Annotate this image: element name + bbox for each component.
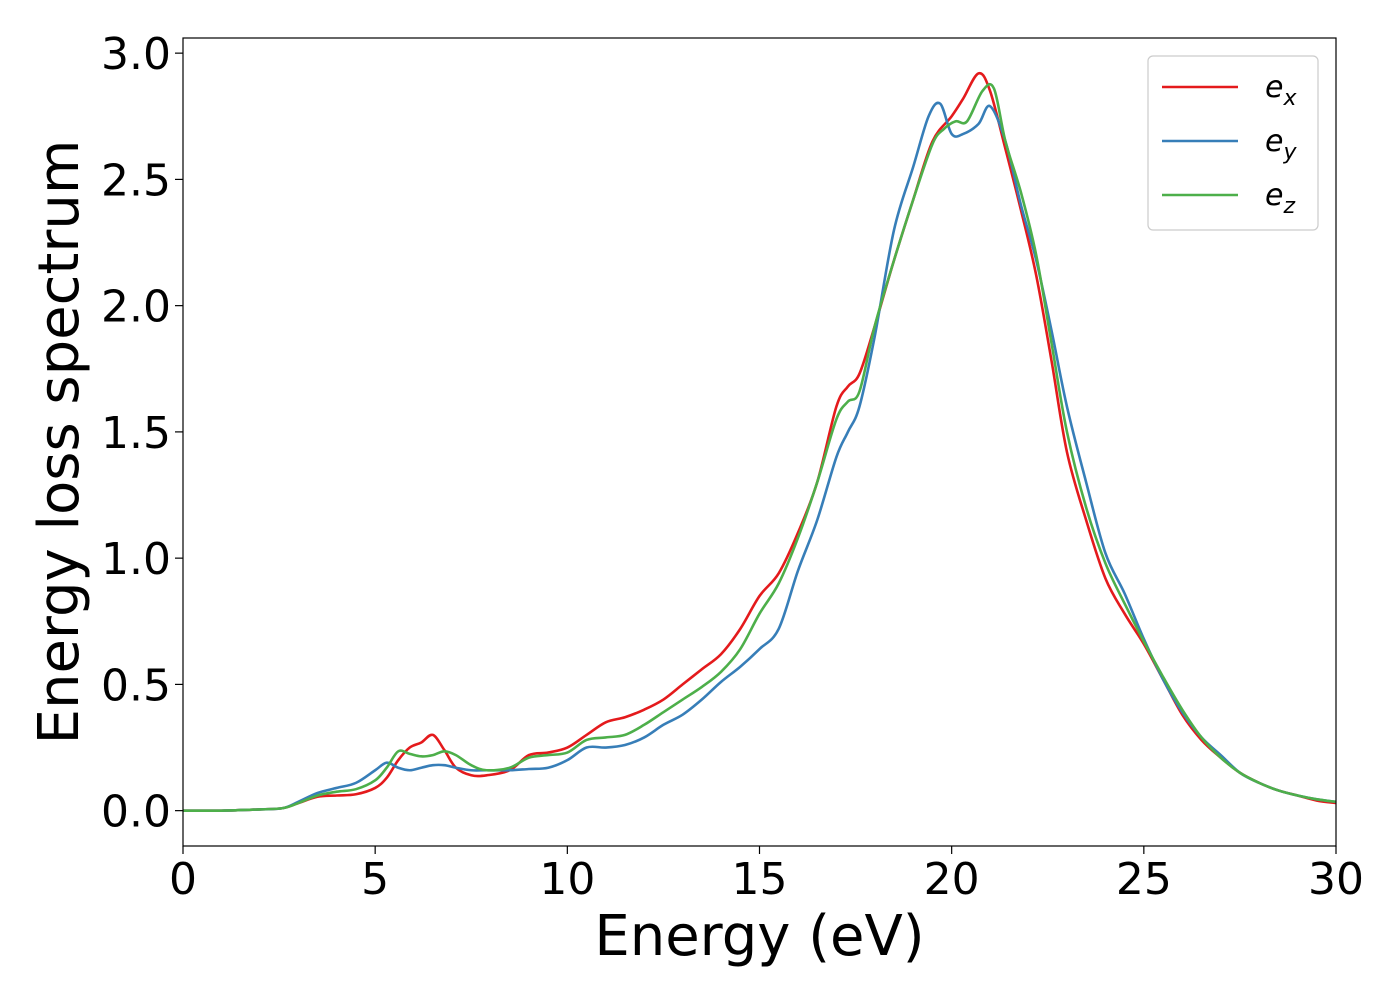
legend-label-z: ez bbox=[1265, 178, 1295, 219]
legend-box bbox=[1147, 55, 1319, 231]
x-tick-label: 20 bbox=[924, 854, 980, 905]
series-line-z bbox=[183, 82, 1336, 813]
x-tick-label: 15 bbox=[732, 854, 788, 905]
series-line-x bbox=[183, 71, 1336, 813]
y-tick-label: 2.0 bbox=[101, 282, 171, 333]
y-tick-label: 0.5 bbox=[101, 660, 171, 711]
series-line-y bbox=[183, 101, 1336, 813]
x-axis: 0 5 10 15 20 25 30 bbox=[169, 846, 1364, 905]
x-tick-label: 30 bbox=[1308, 854, 1364, 905]
x-axis-label: Energy (eV) bbox=[594, 904, 924, 969]
x-tick-label: 25 bbox=[1116, 854, 1172, 905]
x-tick-label: 10 bbox=[539, 854, 595, 905]
y-tick-label: 0.0 bbox=[101, 787, 171, 838]
y-axis: 0.0 0.5 1.0 1.5 2.0 2.5 3.0 bbox=[101, 29, 183, 838]
y-tick-label: 2.5 bbox=[101, 155, 171, 206]
y-tick-label: 1.5 bbox=[101, 408, 171, 459]
y-tick-label: 3.0 bbox=[101, 29, 171, 80]
x-tick-label: 5 bbox=[361, 854, 389, 905]
y-axis-label: Energy loss spectrum bbox=[27, 140, 92, 745]
series-layer bbox=[183, 71, 1336, 813]
y-tick-label: 1.0 bbox=[101, 534, 171, 585]
x-tick-label: 0 bbox=[169, 854, 197, 905]
